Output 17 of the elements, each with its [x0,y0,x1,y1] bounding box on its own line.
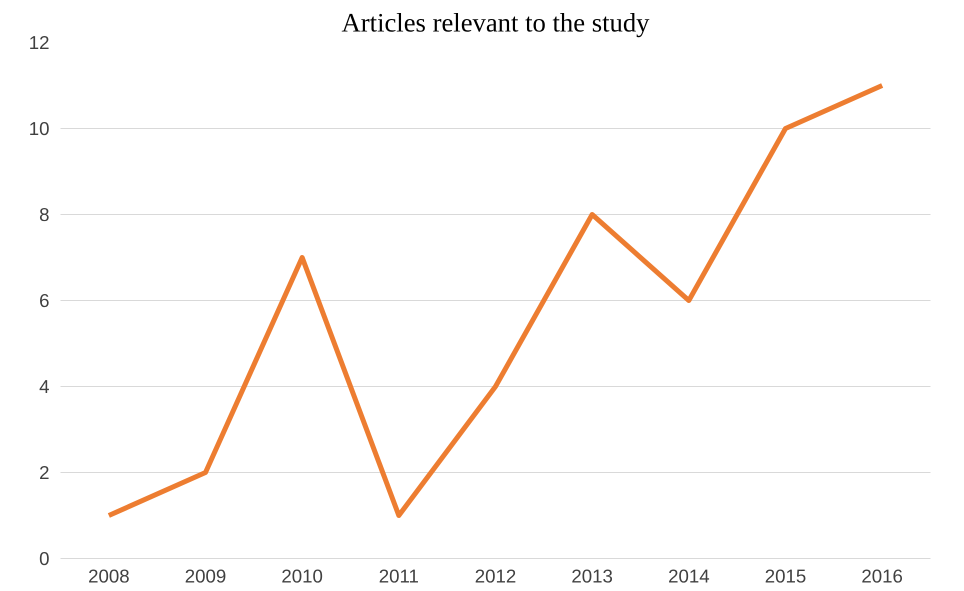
y-tick-label: 10 [28,118,50,139]
x-tick-label: 2016 [861,566,903,586]
y-tick-label: 6 [39,290,50,311]
x-tick-label: 2011 [378,566,419,586]
x-tick-label: 2010 [281,566,323,586]
y-tick-label: 2 [39,462,50,483]
y-tick-label: 8 [39,204,50,225]
y-tick-label: 4 [39,376,50,397]
x-tick-label: 2009 [184,566,226,586]
x-tick-label: 2012 [474,566,516,586]
x-tick-label: 2014 [668,566,710,586]
x-tick-label: 2013 [571,566,613,586]
x-tick-label: 2015 [764,566,806,586]
y-tick-label: 12 [28,32,50,53]
y-tick-label: 0 [39,548,50,569]
x-tick-label: 2008 [88,566,130,586]
chart-title: Articles relevant to the study [342,8,650,38]
